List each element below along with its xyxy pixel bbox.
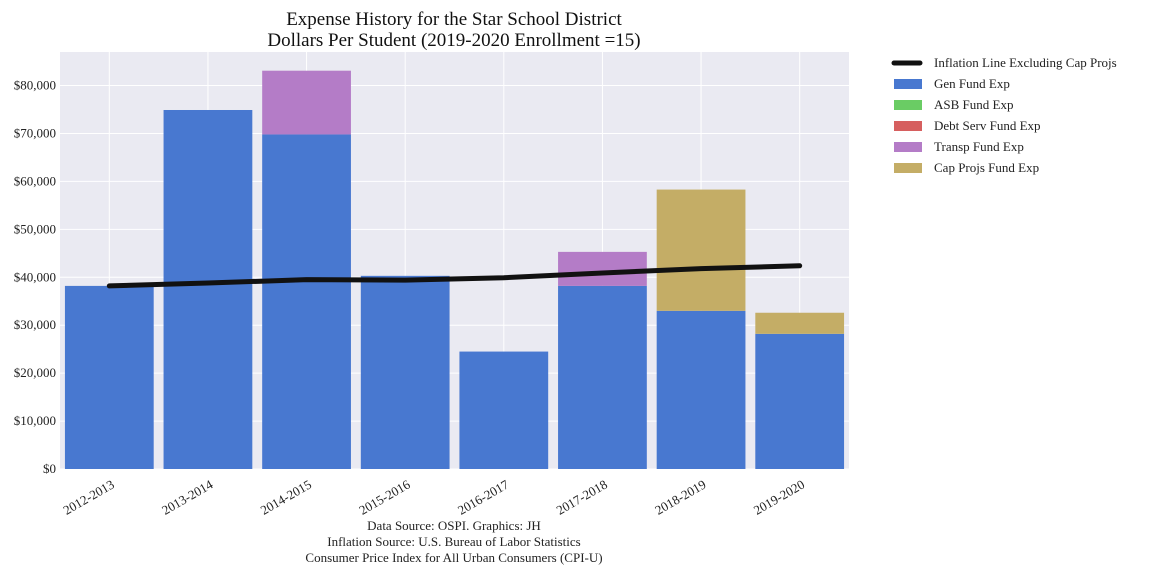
bars (64, 70, 845, 469)
legend-label: Gen Fund Exp (934, 76, 1010, 91)
legend-label: Transp Fund Exp (934, 139, 1024, 154)
bar-segment (656, 310, 746, 469)
inflation-line-layer (106, 263, 803, 289)
source-note: Inflation Source: U.S. Bureau of Labor S… (327, 534, 580, 549)
legend-label: ASB Fund Exp (934, 97, 1013, 112)
x-tick-label: 2019-2020 (751, 477, 807, 518)
bar-segment (558, 285, 647, 469)
x-tick-label: 2016-2017 (455, 476, 512, 517)
y-tick-label: $30,000 (14, 317, 56, 332)
source-note: Consumer Price Index for All Urban Consu… (305, 550, 602, 565)
x-tick-label: 2012-2013 (61, 477, 117, 518)
y-tick-label: $10,000 (14, 413, 56, 428)
legend-label: Cap Projs Fund Exp (934, 160, 1039, 175)
legend-swatch (894, 163, 922, 173)
chart-subtitle: Dollars Per Student (2019-2020 Enrollmen… (267, 30, 640, 51)
bar-segment (262, 70, 351, 135)
chart-title: Expense History for the Star School Dist… (286, 9, 622, 30)
bar-segment (755, 312, 845, 334)
x-tick-label: 2013-2014 (159, 476, 216, 517)
legend: Inflation Line Excluding Cap Projs Gen Fu… (891, 55, 1117, 175)
y-tick-label: $70,000 (14, 125, 56, 140)
legend-swatch (894, 142, 922, 152)
y-axis: $0 $10,000 $20,000 $30,000 $40,000 $50,000 $60… (14, 78, 56, 476)
legend-swatch (894, 121, 922, 131)
legend-label: Inflation Line Excluding Cap Projs (934, 55, 1117, 70)
y-tick-label: $50,000 (14, 221, 56, 236)
source-notes: Data Source: OSPI. Graphics: JH Inflatio… (305, 518, 602, 565)
bar-segment (558, 251, 647, 286)
y-tick-label: $40,000 (14, 269, 56, 284)
y-tick-label: $80,000 (14, 78, 56, 93)
x-tick-label: 2018-2019 (652, 477, 708, 518)
legend-swatch (894, 100, 922, 110)
y-tick-label: $60,000 (14, 173, 56, 188)
y-tick-label: $0 (43, 461, 56, 476)
bar-segment (262, 134, 351, 469)
x-tick-label: 2017-2018 (554, 477, 610, 518)
bar-segment (163, 109, 253, 469)
bar-segment (64, 285, 154, 469)
y-tick-label: $20,000 (14, 365, 56, 380)
bar-segment (360, 275, 450, 469)
x-tick-label: 2015-2016 (356, 476, 413, 517)
bar-segment (656, 189, 746, 311)
x-tick-label: 2014-2015 (258, 477, 314, 518)
bar-segment (755, 333, 845, 469)
x-axis: 2012-2013 2013-2014 2014-2015 2015-2016 2016… (61, 476, 808, 517)
source-note: Data Source: OSPI. Graphics: JH (367, 518, 541, 533)
inflation-line (106, 263, 803, 289)
bar-segment (459, 351, 549, 469)
legend-label: Debt Serv Fund Exp (934, 118, 1041, 133)
legend-swatch (894, 79, 922, 89)
